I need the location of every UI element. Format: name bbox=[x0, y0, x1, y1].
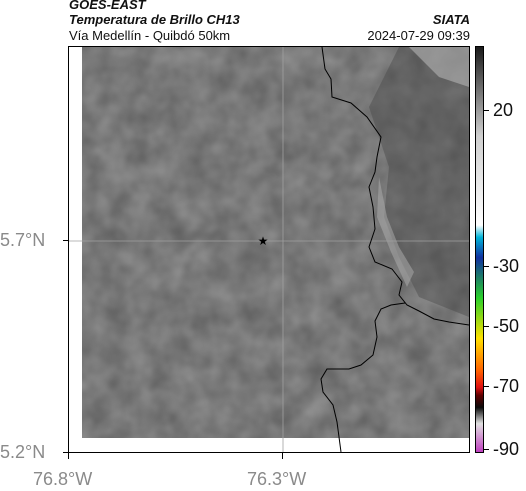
lon-tick-76-3 bbox=[282, 453, 283, 459]
imagery-edge-bottom bbox=[69, 438, 469, 452]
colorbar-tick-minus70 bbox=[484, 386, 489, 387]
location-marker[interactable]: ★ bbox=[258, 234, 269, 248]
lat-label-5-2: 5.2°N bbox=[0, 442, 46, 462]
municipal-border bbox=[320, 302, 406, 452]
colorbar-label-20: 20 bbox=[493, 100, 514, 120]
lon-label-76-8: 76.8°W bbox=[33, 469, 93, 489]
satellite-map[interactable]: ★ bbox=[68, 46, 470, 453]
colorbar-tick-minus30 bbox=[484, 266, 489, 267]
eastern-highland-bright-edge bbox=[377, 177, 414, 287]
northeast-bright-patch bbox=[409, 47, 469, 87]
eastern-highland-shade bbox=[369, 47, 469, 317]
colorbar-tick-minus90 bbox=[484, 449, 489, 450]
colorbar-tick-minus50 bbox=[484, 326, 489, 327]
colorbar-label-minus70: -70 bbox=[493, 376, 520, 396]
colorbar-label-minus90: -90 bbox=[493, 439, 520, 459]
lat-tick-5-2 bbox=[63, 452, 69, 453]
lat-label-5-7: 5.7°N bbox=[0, 230, 46, 250]
lat-tick-5-7 bbox=[63, 240, 69, 241]
colorbar-label-minus50: -50 bbox=[493, 316, 520, 336]
imagery-light-texture bbox=[82, 47, 469, 438]
colorbar-tick-20 bbox=[484, 110, 489, 111]
colorbar-label-minus30: -30 bbox=[493, 256, 520, 276]
lon-tick-76-8 bbox=[68, 453, 69, 459]
map-title: GOES-EAST bbox=[69, 0, 146, 12]
datetime-label: 2024-07-29 09:39 bbox=[367, 28, 470, 43]
route-label: Vía Medellín - Quibdó 50km bbox=[69, 28, 231, 43]
department-border bbox=[321, 47, 469, 326]
satellite-imagery: ★ bbox=[69, 47, 469, 452]
lon-label-76-3: 76.3°W bbox=[247, 469, 307, 489]
temperature-colorbar bbox=[475, 46, 484, 453]
imagery-edge-left bbox=[69, 47, 82, 452]
map-subtitle: Temperatura de Brillo CH13 bbox=[69, 12, 240, 27]
organization-label: SIATA bbox=[432, 12, 470, 27]
